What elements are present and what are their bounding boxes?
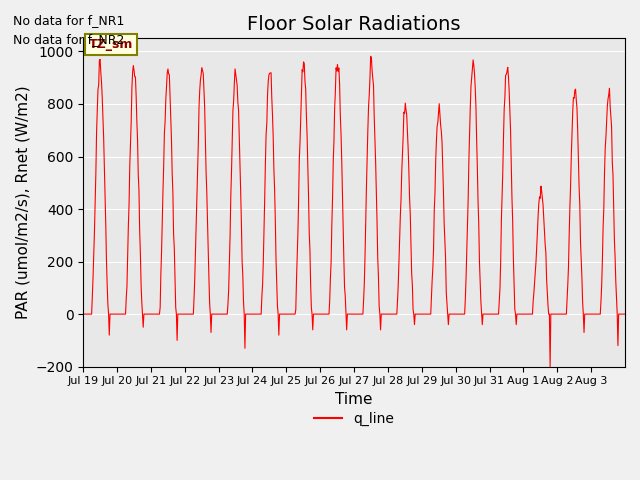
- Y-axis label: PAR (umol/m2/s), Rnet (W/m2): PAR (umol/m2/s), Rnet (W/m2): [15, 85, 30, 319]
- Text: No data for f_NR1: No data for f_NR1: [13, 14, 124, 27]
- X-axis label: Time: Time: [335, 392, 373, 407]
- Title: Floor Solar Radiations: Floor Solar Radiations: [247, 15, 461, 34]
- Text: No data for f_NR2: No data for f_NR2: [13, 33, 124, 46]
- Text: TZ_sm: TZ_sm: [88, 38, 133, 51]
- Legend: q_line: q_line: [308, 407, 399, 432]
